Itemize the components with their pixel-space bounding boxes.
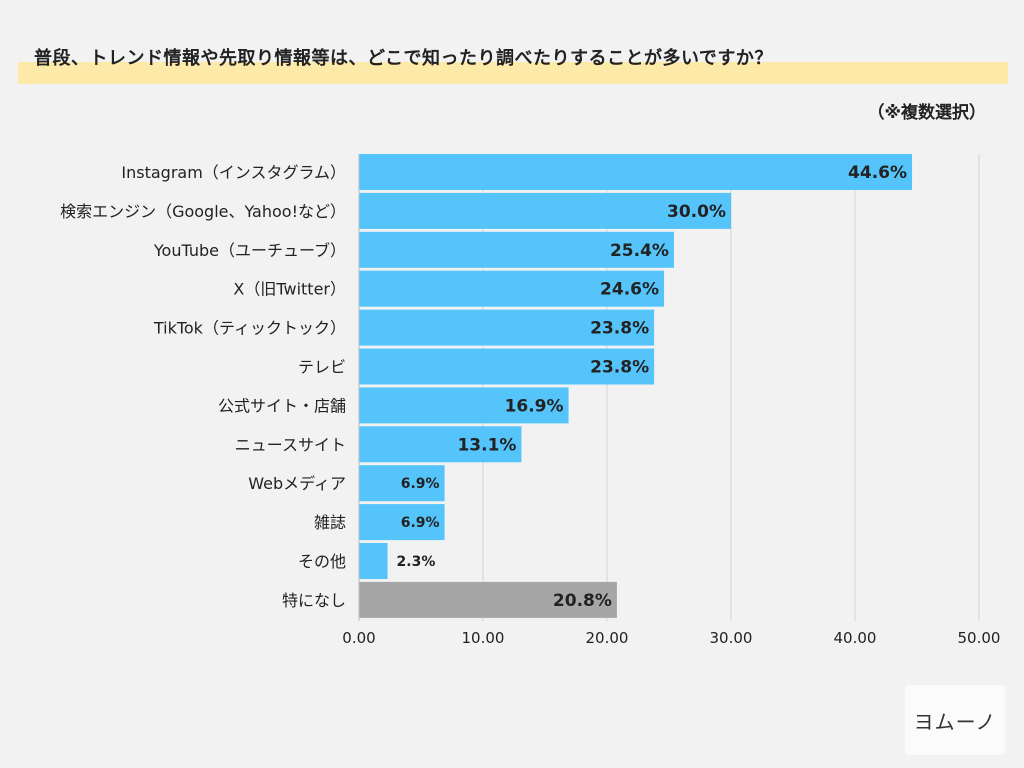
category-label: X（旧Twitter）: [233, 280, 346, 299]
bar: [359, 348, 655, 385]
brand-logo: ヨムーノ: [905, 685, 1005, 755]
category-label: Instagram（インスタグラム）: [121, 163, 346, 182]
category-label: 公式サイト・店舗: [218, 396, 346, 415]
bar: [359, 504, 445, 541]
data-label: 6.9%: [401, 476, 440, 492]
bar: [359, 543, 388, 579]
category-label: テレビ: [298, 358, 346, 377]
x-tick-label: 50.00: [958, 629, 1001, 647]
data-label: 2.3%: [397, 554, 436, 570]
category-label: その他: [298, 552, 346, 571]
bar: [359, 387, 569, 424]
data-label: 23.8%: [590, 358, 649, 378]
bar: [359, 231, 674, 268]
category-label: 特になし: [282, 591, 346, 610]
bar: [359, 270, 665, 307]
x-tick-label: 20.00: [586, 629, 629, 647]
multiple-choice-note: （※複数選択）: [867, 103, 986, 123]
data-label: 44.6%: [848, 163, 907, 183]
bar: [359, 581, 617, 618]
data-label: 24.6%: [600, 280, 659, 300]
bar: [359, 465, 445, 502]
data-label: 20.8%: [553, 591, 612, 611]
brand-logo-text: ヨムーノ: [913, 709, 997, 734]
x-tick-label: 0.00: [342, 629, 375, 647]
title-highlight-band: [18, 62, 1008, 84]
category-label: TikTok（ティックトック）: [153, 319, 346, 338]
bar: [359, 192, 731, 229]
bar: [359, 154, 913, 190]
category-label: ニュースサイト: [235, 435, 346, 454]
data-label: 25.4%: [610, 241, 669, 261]
category-label: 雑誌: [314, 513, 346, 532]
bar: [359, 426, 522, 463]
x-tick-label: 10.00: [462, 629, 505, 647]
category-label: 検索エンジン（Google、Yahoo!など）: [60, 202, 346, 221]
category-label: YouTube（ユーチューブ）: [153, 241, 346, 260]
data-label: 23.8%: [590, 319, 649, 339]
chart-title: 普段、トレンド情報や先取り情報等は、どこで知ったり調べたりすることが多いですか？: [34, 48, 773, 69]
x-tick-label: 30.00: [710, 629, 753, 647]
bar: [359, 309, 655, 346]
x-tick-label: 40.00: [834, 629, 877, 647]
data-label: 30.0%: [667, 202, 726, 222]
data-label: 6.9%: [401, 515, 440, 531]
data-label: 13.1%: [457, 435, 516, 455]
data-label: 16.9%: [505, 396, 564, 416]
category-label: Webメディア: [248, 474, 346, 493]
